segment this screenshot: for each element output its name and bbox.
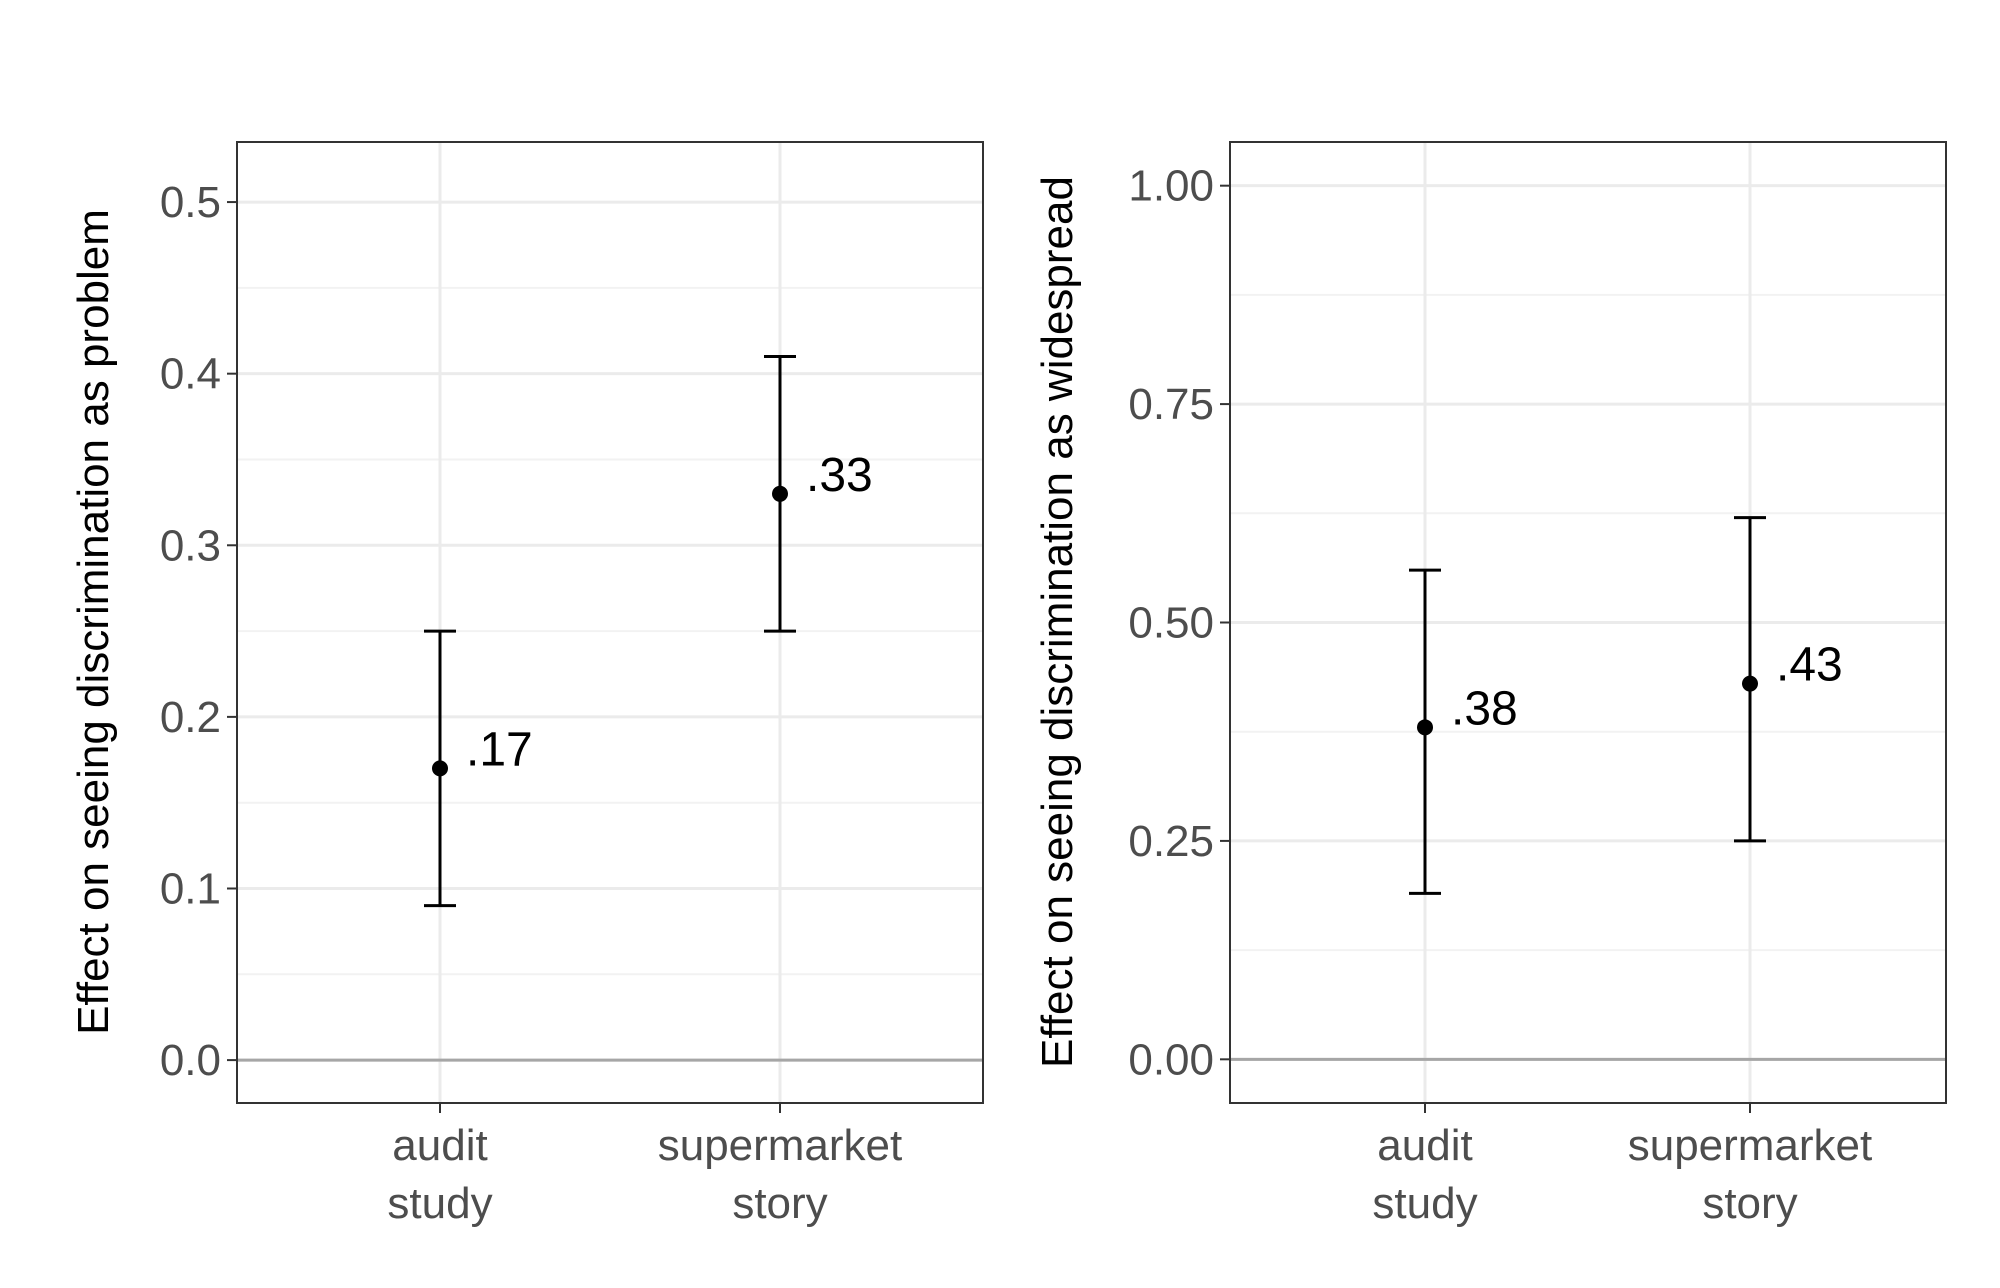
x-tick-label: story [1702,1179,1797,1228]
x-tick-label: study [1372,1179,1477,1228]
point-estimate [1742,675,1758,692]
x-tick-label: study [387,1179,492,1228]
point-value-label: .17 [466,723,533,776]
point-value-label: .38 [1451,682,1518,735]
x-tick-label: audit [1377,1121,1472,1170]
y-axis-title: Effect on seeing discrimination as wides… [1033,176,1082,1068]
y-tick-label: 0.2 [160,693,221,742]
y-tick-label: 0.1 [160,864,221,913]
point-value-label: .43 [1776,639,1843,692]
y-tick-label: 0.3 [160,521,221,570]
y-tick-label: 0.4 [160,350,221,399]
y-tick-label: 0.50 [1128,599,1214,648]
y-tick-label: 1.00 [1128,162,1214,211]
panel-border [236,141,984,1104]
point-estimate [432,760,448,777]
y-tick-label: 0.25 [1128,817,1214,866]
chart-panel-1: 0.0 0.1 0.2 0.3 0.4 0.5 audit study supermarket s… [69,141,984,1228]
x-tick-label: audit [392,1121,487,1170]
point-estimate [1417,719,1433,736]
y-tick-label: 0.0 [160,1036,221,1085]
point-estimate [772,485,788,502]
y-tick-label: 0.5 [160,178,221,227]
x-tick-label: supermarket [1628,1121,1873,1170]
point-value-label: .33 [806,449,873,502]
x-tick-label: supermarket [658,1121,903,1170]
chart-panel-2: 0.00 0.25 0.50 0.75 1.00 audit study supermarke… [1033,141,1947,1228]
y-tick-label: 0.00 [1128,1035,1214,1084]
y-tick-label: 0.75 [1128,380,1214,429]
x-tick-label: story [732,1179,827,1228]
y-axis-title: Effect on seeing discrimination as probl… [69,209,118,1035]
